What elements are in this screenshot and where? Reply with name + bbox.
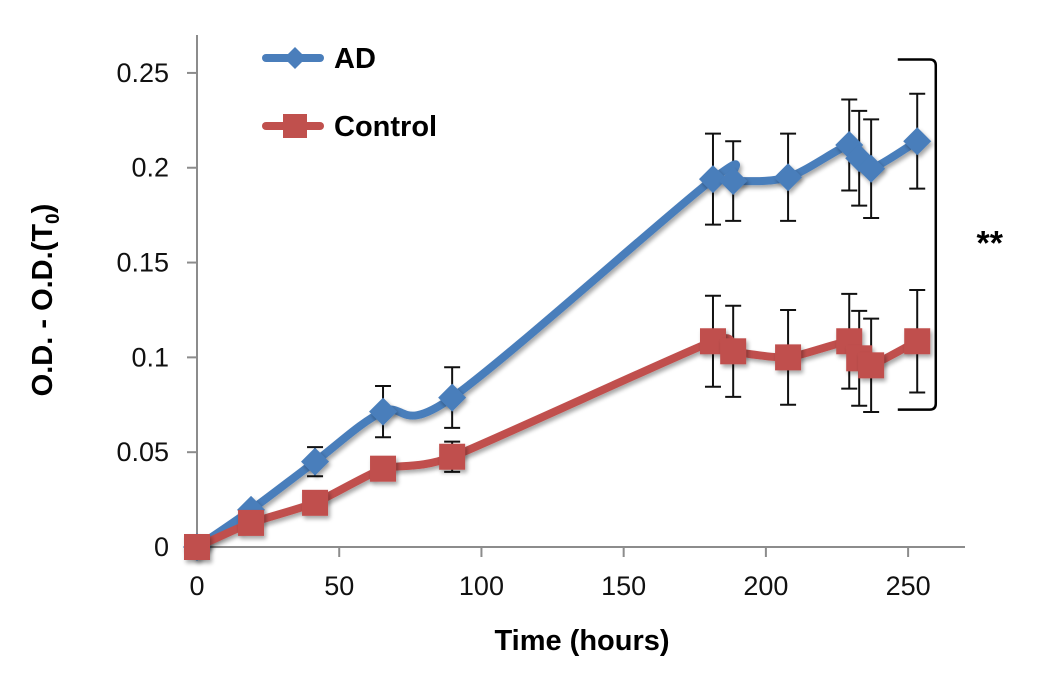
data-point-diamond [301,447,330,476]
y-tick-label: 0 [154,532,169,562]
y-tick-label: 0.05 [116,437,169,467]
data-point-diamond [857,154,886,183]
x-tick-label: 250 [886,571,931,601]
data-point-square [439,443,466,470]
data-point-diamond [698,165,727,194]
data-point-diamond [369,397,398,426]
series-ad [183,92,932,561]
data-point-square [904,328,931,355]
data-point-square [184,534,210,560]
legend-item-control: Control [262,111,437,143]
axes: 0 0.05 0.1 0.15 0.2 0.25 0 50 100 150 200 250 [116,35,965,601]
legend-item-ad: AD [262,43,376,75]
data-point-diamond [719,167,748,196]
data-point-square [238,509,265,536]
y-axis-title: O.D. - O.D.(T0) [27,204,64,397]
y-tick-label: 0.25 [116,58,169,88]
x-tick-label: 150 [601,571,646,601]
data-point-square [302,489,329,516]
data-point-diamond [774,163,803,192]
x-tick-label: 100 [459,571,504,601]
y-tick-label: 0.15 [116,248,169,278]
legend-marker-ad-diamond [284,47,306,69]
y-tick-label: 0.2 [131,153,169,183]
data-point-square [370,455,397,482]
y-ticks: 0 0.05 0.1 0.15 0.2 0.25 [116,58,197,562]
legend-label-ad: AD [334,43,376,75]
y-axis-title-main: O.D. - O.D.(T [27,224,59,397]
x-tick-label: 200 [743,571,788,601]
series-control [184,289,931,560]
data-point-square [775,344,802,371]
significance-label: ** [977,225,1004,263]
series-line-ad [193,137,922,551]
legend-marker-control-square [283,114,307,138]
data-point-diamond [903,127,932,156]
legend: AD Control [262,43,437,143]
significance-bracket [897,58,938,411]
series-layer [183,92,932,561]
y-axis-title-subscript: 0 [43,213,64,224]
x-tick-label: 0 [189,571,204,601]
data-point-square [858,352,885,379]
data-point-diamond [438,383,467,412]
x-tick-label: 50 [324,571,354,601]
x-ticks: 0 50 100 150 200 250 [189,547,931,601]
y-tick-label: 0.1 [131,342,169,372]
data-point-square [720,338,747,365]
legend-label-control: Control [334,111,437,143]
x-axis-title: Time (hours) [494,625,669,657]
y-axis-title-suffix: ) [27,204,59,214]
